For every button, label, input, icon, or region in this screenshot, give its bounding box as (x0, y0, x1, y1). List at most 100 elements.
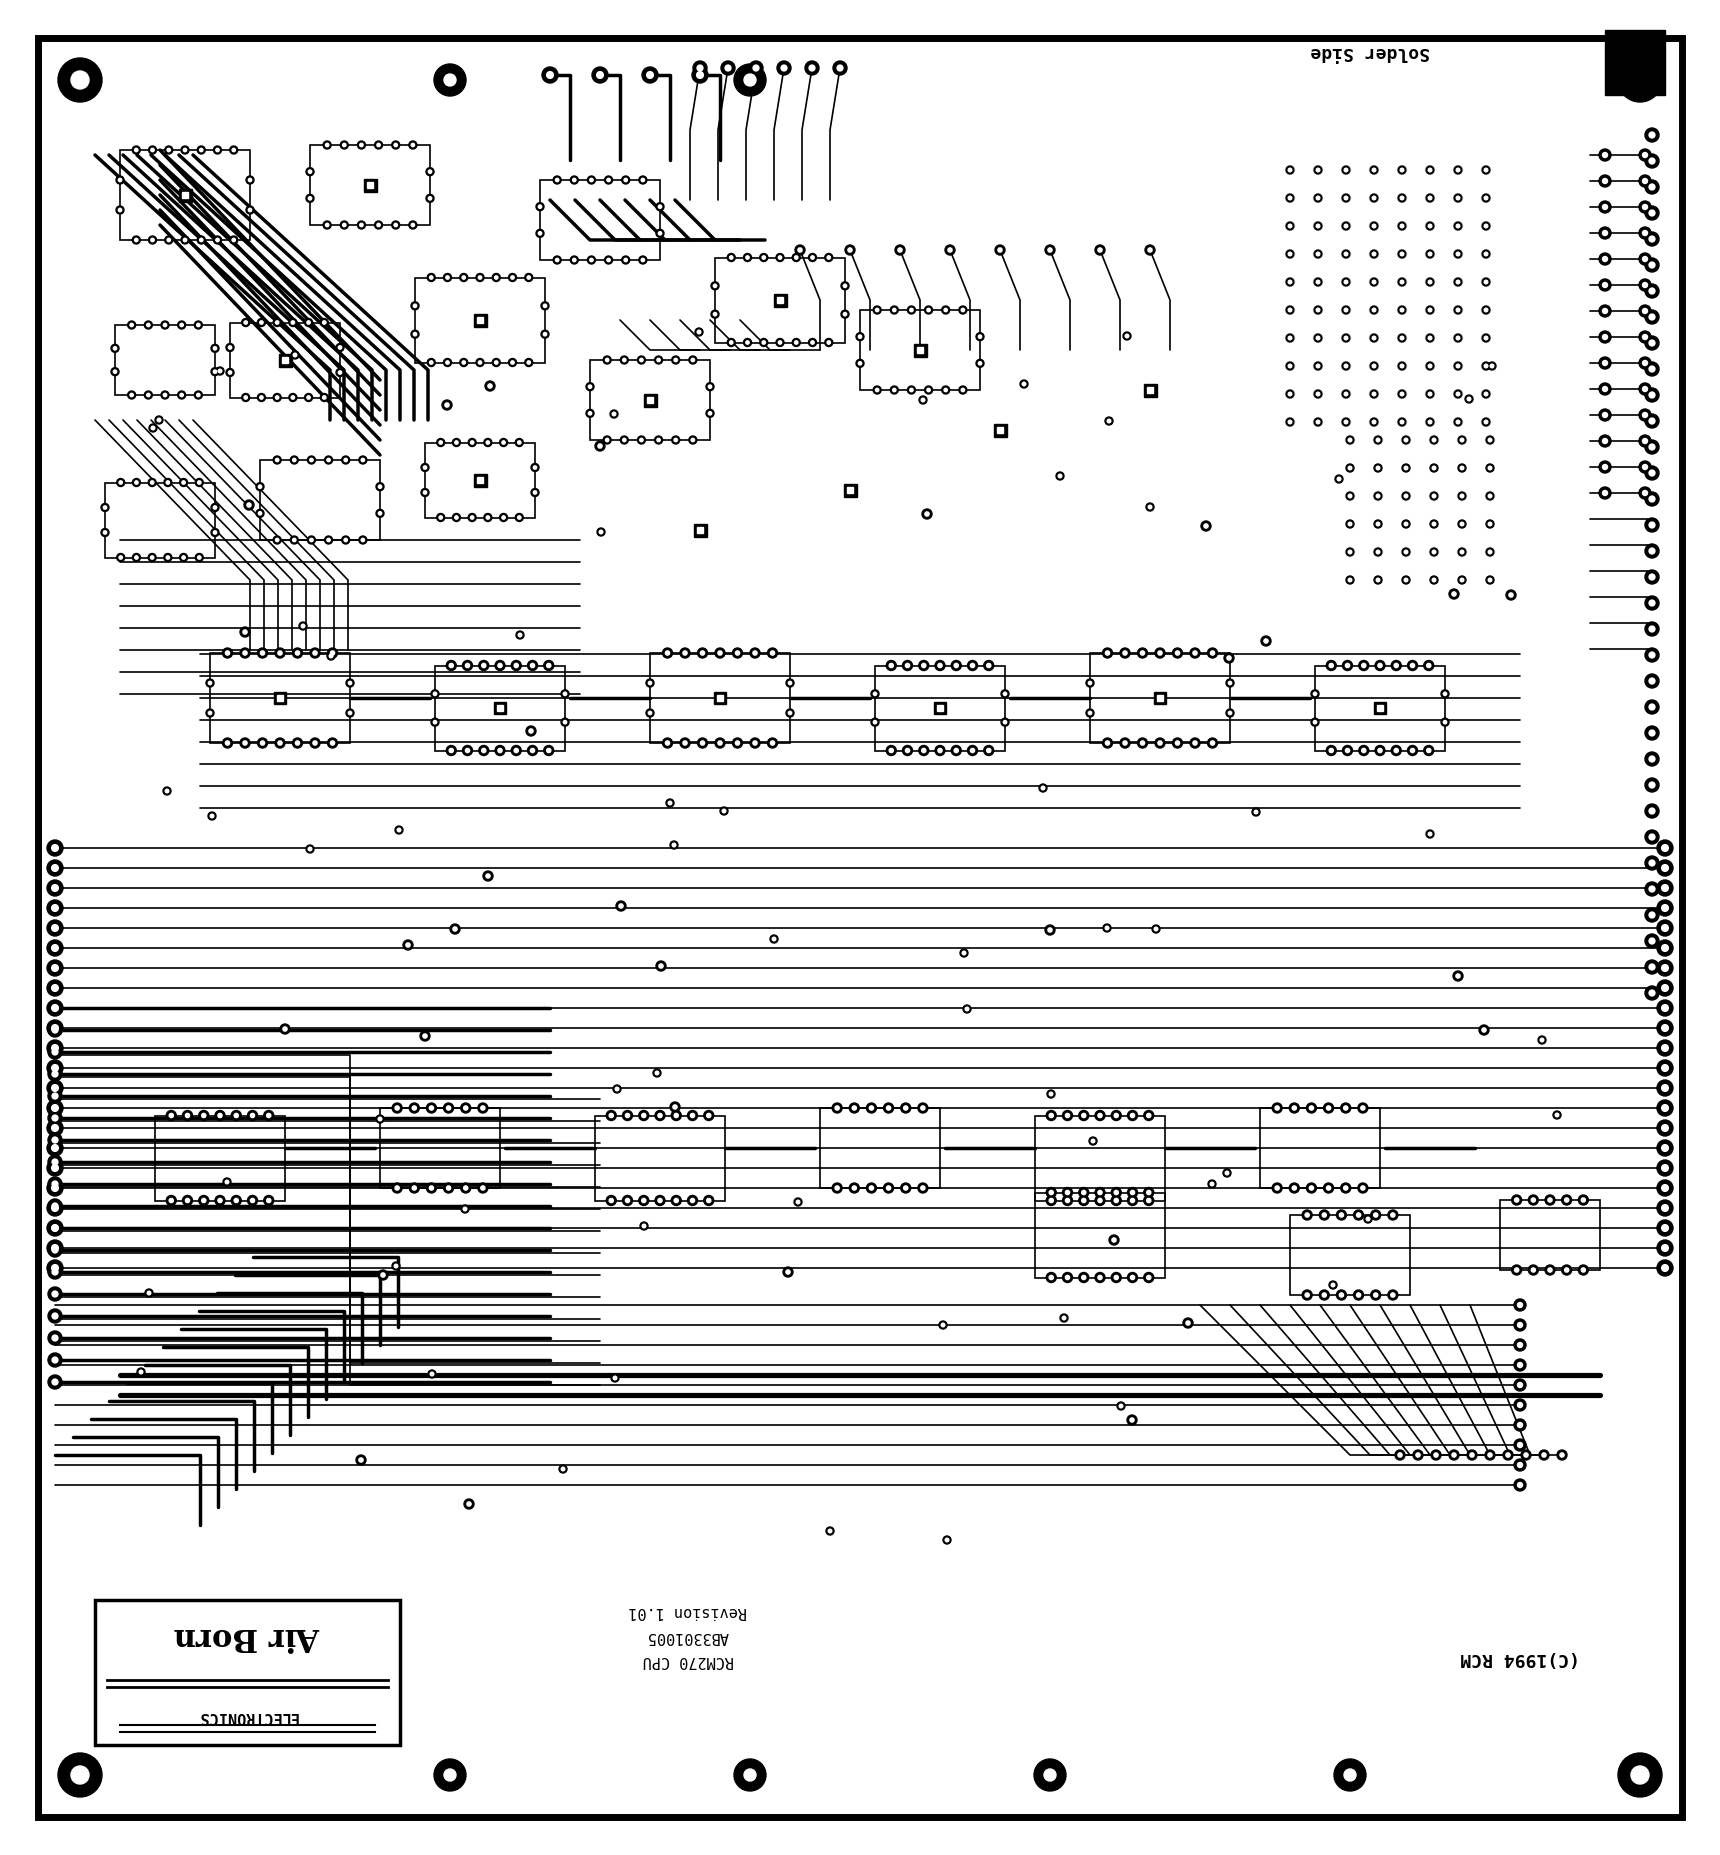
Circle shape (697, 72, 703, 78)
Circle shape (1194, 651, 1197, 655)
Circle shape (218, 1198, 222, 1202)
Circle shape (998, 249, 1003, 252)
Circle shape (1348, 466, 1352, 469)
Circle shape (1644, 855, 1660, 870)
Circle shape (733, 738, 743, 748)
Circle shape (1649, 521, 1655, 529)
Circle shape (256, 510, 263, 518)
Circle shape (52, 1065, 58, 1072)
Circle shape (1046, 1273, 1056, 1282)
Circle shape (409, 1104, 420, 1113)
Circle shape (1111, 1273, 1121, 1282)
Circle shape (1517, 1362, 1522, 1367)
Circle shape (1644, 751, 1660, 766)
Circle shape (304, 393, 313, 401)
Circle shape (722, 809, 726, 812)
Circle shape (1643, 464, 1648, 469)
Circle shape (378, 1271, 389, 1280)
Circle shape (52, 985, 58, 991)
Bar (497, 705, 502, 710)
Circle shape (726, 65, 731, 70)
Circle shape (975, 360, 984, 367)
Circle shape (1065, 1191, 1070, 1195)
Circle shape (1441, 718, 1448, 725)
Bar (115, 325, 215, 395)
Circle shape (1649, 835, 1655, 840)
Circle shape (1398, 278, 1405, 286)
Circle shape (1082, 1198, 1085, 1202)
Circle shape (1287, 195, 1293, 202)
Circle shape (52, 1165, 58, 1171)
Circle shape (1649, 262, 1655, 267)
Circle shape (511, 660, 521, 670)
Circle shape (961, 388, 965, 391)
Circle shape (1649, 469, 1655, 477)
Bar (476, 317, 483, 323)
Circle shape (325, 143, 329, 147)
Circle shape (1391, 1293, 1395, 1297)
Circle shape (301, 623, 304, 627)
Circle shape (1426, 664, 1431, 668)
Circle shape (1254, 811, 1257, 814)
Circle shape (1305, 1213, 1309, 1217)
Circle shape (1484, 1451, 1495, 1460)
Circle shape (908, 306, 915, 313)
Circle shape (597, 529, 605, 536)
Circle shape (263, 1111, 273, 1120)
Circle shape (1428, 252, 1431, 256)
Circle shape (1603, 438, 1608, 443)
Circle shape (46, 1200, 64, 1217)
Circle shape (1649, 495, 1655, 503)
Circle shape (131, 393, 134, 397)
Circle shape (127, 391, 136, 399)
Circle shape (466, 748, 470, 753)
Circle shape (132, 147, 141, 154)
Circle shape (273, 393, 280, 401)
Circle shape (626, 1198, 630, 1202)
Circle shape (200, 237, 203, 241)
Circle shape (674, 1113, 678, 1117)
Circle shape (958, 306, 967, 313)
Circle shape (554, 176, 561, 184)
Circle shape (1644, 621, 1660, 636)
Circle shape (1103, 647, 1113, 659)
Circle shape (1424, 746, 1434, 755)
Text: Solder Side: Solder Side (1311, 43, 1429, 61)
Circle shape (1158, 740, 1163, 746)
Circle shape (478, 362, 482, 364)
Circle shape (1539, 1451, 1550, 1460)
Circle shape (657, 358, 660, 362)
Circle shape (1471, 1452, 1474, 1456)
Circle shape (1106, 926, 1109, 929)
Circle shape (46, 879, 64, 896)
Circle shape (1457, 224, 1460, 228)
Circle shape (445, 362, 449, 364)
Circle shape (132, 479, 141, 486)
Circle shape (1226, 709, 1233, 718)
Circle shape (476, 273, 483, 282)
Circle shape (1314, 334, 1323, 341)
Circle shape (1428, 280, 1431, 284)
Circle shape (1090, 1139, 1096, 1143)
Circle shape (48, 1243, 62, 1258)
Circle shape (1063, 1317, 1066, 1319)
Circle shape (1553, 1111, 1562, 1119)
Circle shape (1175, 651, 1180, 655)
Circle shape (826, 1527, 834, 1534)
Circle shape (258, 393, 265, 401)
Circle shape (275, 538, 279, 542)
Circle shape (850, 1183, 860, 1193)
Circle shape (275, 458, 279, 462)
Circle shape (1373, 336, 1376, 339)
Circle shape (46, 840, 64, 855)
Circle shape (1371, 250, 1378, 258)
Circle shape (146, 393, 150, 397)
Circle shape (1515, 1269, 1519, 1273)
Circle shape (1345, 364, 1348, 367)
Circle shape (1342, 165, 1350, 174)
Circle shape (772, 937, 776, 940)
Circle shape (850, 1104, 860, 1113)
Circle shape (1402, 577, 1410, 584)
Circle shape (46, 1041, 64, 1055)
Circle shape (884, 1183, 894, 1193)
